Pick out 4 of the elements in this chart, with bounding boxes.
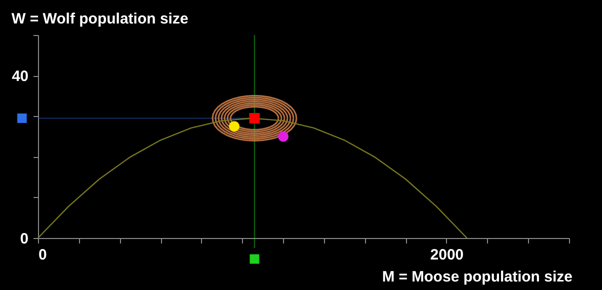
y-axis-title: W = Wolf population size (12, 10, 188, 28)
x-tick-label: 2000 (430, 246, 464, 264)
x-axis-title: M = Moose population size (382, 268, 572, 286)
y-tick-label: 40 (12, 68, 28, 86)
